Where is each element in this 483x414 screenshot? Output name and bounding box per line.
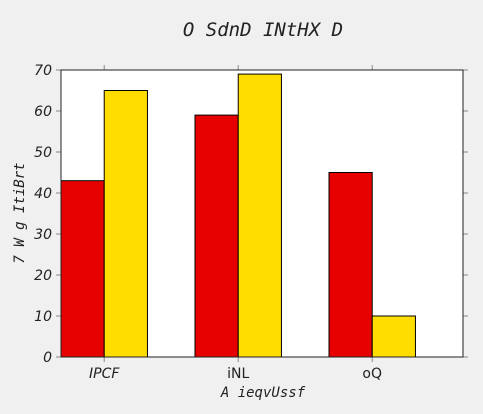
bar-iNL-s2: [237, 73, 282, 358]
y-tick-label-50: 50: [34, 145, 52, 161]
bar-iNL-s1: [194, 114, 239, 358]
bar-IPCF-s1: [60, 180, 105, 358]
y-tick-label-0: 0: [43, 350, 52, 366]
chart-title: O SdnD INtHX D: [183, 19, 343, 41]
y-tick-label-70: 70: [34, 63, 52, 79]
bar-oQ-s1: [328, 172, 373, 358]
y-tick-labels: 0 10 20 30 40 50 60 70: [34, 63, 52, 366]
axis-ticks: [56, 65, 468, 362]
x-tick-labels: IPCF iNL oQ: [89, 366, 382, 382]
y-tick-label-60: 60: [34, 104, 52, 120]
y-tick-label-20: 20: [34, 268, 52, 284]
x-tick-label-iNL: iNL: [227, 366, 249, 382]
bar-oQ-s2: [371, 315, 416, 358]
bar-IPCF-s2: [103, 90, 148, 358]
plot-frame: [60, 69, 464, 358]
y-tick-label-30: 30: [34, 227, 52, 243]
y-tick-label-40: 40: [34, 186, 52, 202]
x-axis-label: A ieqvUssf: [220, 385, 306, 401]
y-axis-label: 7 W g ItiBrt: [12, 162, 28, 263]
bars: [60, 73, 416, 358]
y-tick-label-10: 10: [34, 309, 52, 325]
x-tick-label-IPCF: IPCF: [89, 366, 120, 382]
x-tick-label-oQ: oQ: [362, 366, 382, 382]
